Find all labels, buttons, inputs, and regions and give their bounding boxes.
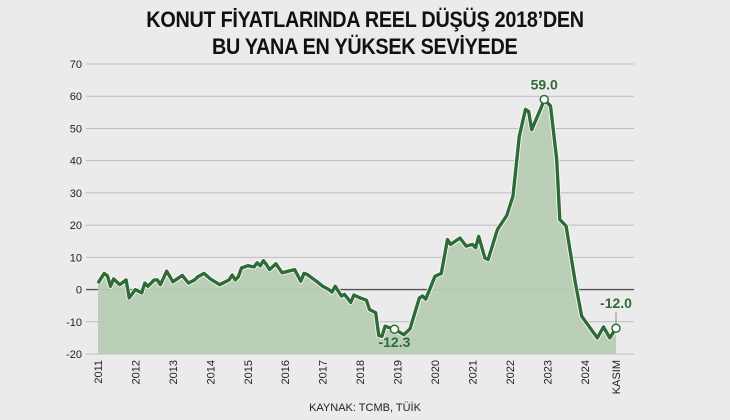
x-tick-label: 2011 — [93, 360, 105, 384]
area-fill — [98, 99, 616, 355]
y-tick-label: 0 — [76, 285, 82, 297]
annotation-label: 59.0 — [531, 76, 558, 92]
x-tick-label: 2017 — [318, 360, 330, 384]
x-tick-label: 2015 — [243, 360, 255, 384]
x-tick-label: 2020 — [430, 360, 442, 384]
y-tick-label: 50 — [70, 123, 82, 135]
x-tick-label: 2019 — [393, 360, 405, 384]
x-tick-label: 2016 — [280, 360, 292, 384]
y-tick-label: 10 — [70, 252, 82, 264]
y-tick-label: 30 — [70, 188, 82, 200]
x-tick-label: 2023 — [542, 360, 554, 384]
annotation-label: -12.3 — [378, 334, 410, 350]
chart-title-line-2: BU YANA EN YÜKSEK SEVİYEDE — [212, 34, 518, 59]
x-tick-label: 2021 — [467, 360, 479, 384]
source-note: KAYNAK: TCMB, TÜİK — [309, 402, 421, 414]
annotation-marker — [611, 323, 621, 333]
x-tick-label: 2012 — [130, 360, 142, 384]
x-tick-label: 2014 — [205, 360, 217, 384]
y-tick-label: 40 — [70, 156, 82, 168]
y-tick-label: 60 — [70, 91, 82, 103]
x-tick-label: KASIM — [611, 360, 623, 394]
x-tick-label: 2024 — [580, 360, 592, 384]
x-tick-label: 2018 — [355, 360, 367, 384]
annotation-marker — [539, 94, 549, 105]
x-tick-label: 2013 — [168, 360, 180, 384]
x-tick-label: 2022 — [505, 360, 517, 384]
y-tick-label: 70 — [70, 59, 82, 71]
y-tick-label: 20 — [70, 220, 82, 232]
y-tick-label: -10 — [66, 317, 82, 329]
chart-title-line-1: KONUT FİYATLARINDA REEL DÜŞÜŞ 2018’DEN — [146, 7, 584, 32]
chart-title: KONUT FİYATLARINDA REEL DÜŞÜŞ 2018’DEN B… — [0, 6, 730, 60]
y-tick-label: -20 — [66, 349, 82, 361]
annotation-label: -12.0 — [600, 295, 632, 311]
annotation-marker — [389, 324, 400, 334]
